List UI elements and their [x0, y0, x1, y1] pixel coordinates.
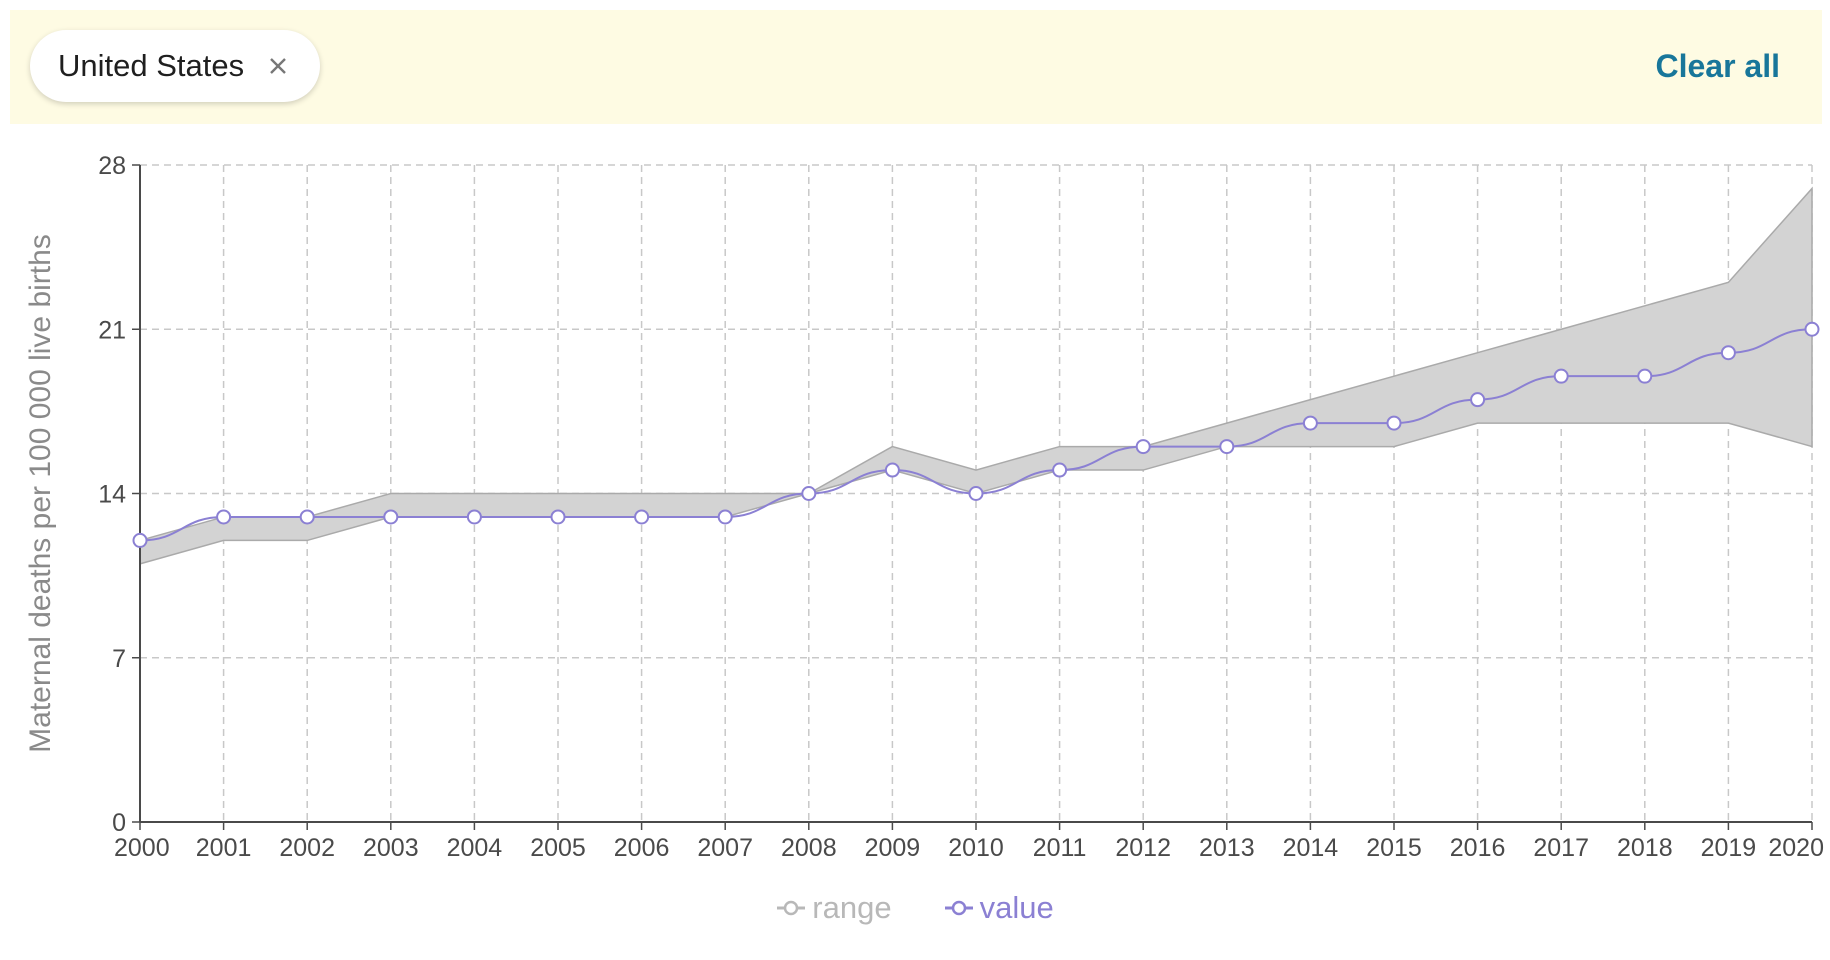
value-point[interactable] [1720, 345, 1736, 361]
y-axis-label: Maternal deaths per 100 000 live births [24, 234, 57, 753]
x-tick-label: 2016 [1450, 834, 1506, 862]
x-tick-label: 2012 [1115, 834, 1171, 862]
legend-range-marker [777, 900, 806, 916]
value-point[interactable] [1470, 392, 1486, 408]
legend-value-marker [944, 900, 973, 916]
x-tick-label: 2005 [530, 834, 586, 862]
filter-bar: United States Clear all [10, 10, 1822, 124]
legend-range-label: range [812, 890, 892, 925]
value-point[interactable] [132, 532, 148, 548]
value-point[interactable] [1386, 415, 1402, 431]
y-tick-label: 7 [112, 645, 126, 673]
country-filter-chip[interactable]: United States [30, 30, 320, 102]
x-tick-label: 2004 [447, 834, 503, 862]
legend-value-label: value [979, 890, 1054, 925]
value-point[interactable] [466, 509, 482, 525]
y-tick-label: 0 [112, 809, 126, 837]
clear-all-link[interactable]: Clear all [1655, 48, 1780, 84]
x-tick-label: 2003 [363, 834, 419, 862]
legend-item-range[interactable]: range [776, 890, 892, 926]
value-point[interactable] [801, 486, 817, 501]
value-point[interactable] [968, 486, 984, 501]
y-tick-label: 28 [98, 152, 126, 180]
x-tick-label: 2017 [1533, 834, 1589, 862]
y-tick-label: 21 [98, 316, 126, 344]
x-tick-label: 2000 [114, 834, 170, 862]
x-tick-label: 2008 [781, 834, 837, 862]
x-tick-label: 2006 [614, 834, 670, 862]
value-point[interactable] [884, 462, 900, 478]
x-tick-label: 2014 [1283, 834, 1339, 862]
x-tick-label: 2007 [697, 834, 753, 862]
value-point[interactable] [717, 509, 733, 525]
x-tick-label: 2020 [1768, 834, 1824, 862]
value-point[interactable] [1553, 368, 1569, 384]
x-tick-label: 2001 [196, 834, 252, 862]
value-point[interactable] [1135, 439, 1151, 455]
value-point[interactable] [1302, 415, 1318, 431]
country-filter-label: United States [58, 48, 245, 83]
value-point[interactable] [1052, 462, 1068, 478]
x-tick-label: 2013 [1199, 834, 1255, 862]
value-point[interactable] [216, 509, 232, 525]
value-point[interactable] [1637, 368, 1653, 384]
x-tick-label: 2011 [1033, 834, 1087, 862]
x-tick-label: 2015 [1366, 834, 1422, 862]
maternal-mortality-chart: 0 7 14 21 28 2000 2001 2002 2003 2004 2005 2006 2007… [24, 152, 1824, 862]
value-point[interactable] [1804, 321, 1820, 337]
value-point[interactable] [1219, 439, 1235, 455]
close-icon[interactable] [264, 52, 292, 80]
x-tick-label: 2018 [1617, 834, 1673, 862]
y-tick-label: 14 [98, 481, 126, 509]
x-tick-label: 2002 [279, 834, 335, 862]
value-point[interactable] [299, 509, 315, 525]
value-point[interactable] [383, 509, 399, 525]
value-point[interactable] [550, 509, 566, 525]
value-points [132, 321, 1820, 548]
chart-legend: range value [0, 890, 1830, 926]
value-point[interactable] [634, 509, 650, 525]
x-tick-label: 2009 [865, 834, 921, 862]
x-tick-label: 2010 [948, 834, 1004, 862]
legend-item-value[interactable]: value [944, 890, 1054, 926]
x-tick-label: 2019 [1701, 834, 1757, 862]
chart-axes: 0 7 14 21 28 2000 2001 2002 2003 2004 2005 2006 2007… [98, 152, 1824, 862]
